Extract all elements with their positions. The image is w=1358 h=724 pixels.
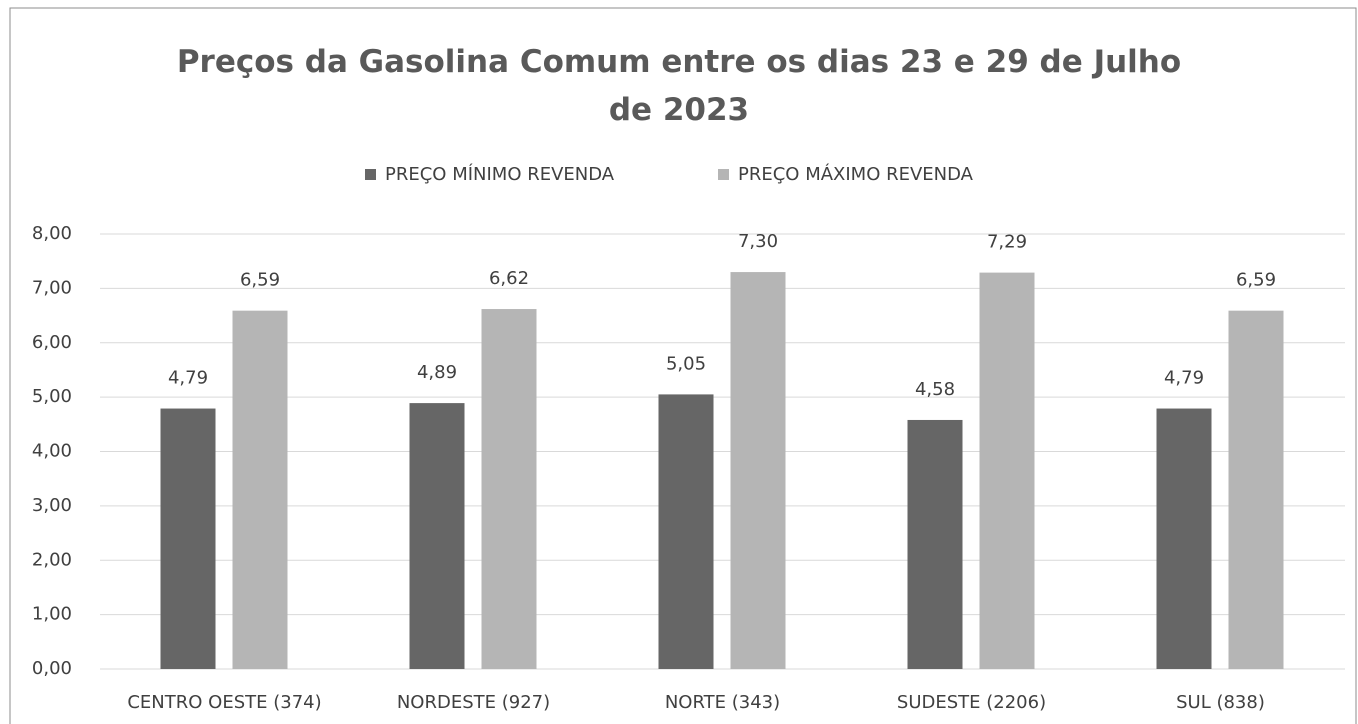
y-tick-label: 1,00: [32, 604, 72, 625]
chart-border: [9, 7, 1357, 724]
data-label: 4,89: [417, 362, 457, 383]
data-label: 7,29: [987, 232, 1027, 253]
legend-label: PREÇO MÍNIMO REVENDA: [385, 163, 615, 185]
data-label: 7,30: [738, 231, 778, 252]
y-tick-label: 8,00: [32, 223, 72, 244]
bar: [160, 408, 216, 669]
x-tick-label: SUDESTE (2206): [897, 692, 1046, 713]
bar: [730, 272, 786, 669]
y-tick-label: 6,00: [32, 332, 72, 353]
data-label: 6,59: [240, 270, 280, 291]
bar: [907, 419, 963, 669]
data-label: 6,62: [489, 268, 529, 289]
bar: [1228, 310, 1284, 669]
legend-swatch: [718, 169, 729, 180]
y-tick-label: 3,00: [32, 495, 72, 516]
y-tick-label: 2,00: [32, 549, 72, 570]
y-tick-label: 0,00: [32, 658, 72, 679]
y-tick-label: 4,00: [32, 441, 72, 462]
bar: [658, 394, 714, 669]
data-label: 6,59: [1236, 270, 1276, 291]
data-label: 4,79: [1164, 368, 1204, 389]
bar: [1156, 408, 1212, 669]
bar: [232, 310, 288, 669]
data-label: 4,79: [168, 368, 208, 389]
legend-label: PREÇO MÁXIMO REVENDA: [738, 163, 974, 185]
bar: [979, 272, 1035, 669]
x-tick-label: SUL (838): [1176, 692, 1265, 713]
y-tick-label: 5,00: [32, 386, 72, 407]
bar: [409, 403, 465, 669]
legend-swatch: [365, 169, 376, 180]
x-tick-label: NORTE (343): [665, 692, 780, 713]
data-label: 5,05: [666, 353, 706, 374]
chart-title: Preços da Gasolina Comum entre os dias 2…: [176, 44, 1182, 128]
bar: [481, 309, 537, 669]
x-tick-label: NORDESTE (927): [397, 692, 550, 713]
x-tick-label: CENTRO OESTE (374): [127, 692, 321, 713]
y-tick-label: 7,00: [32, 277, 72, 298]
data-label: 4,58: [915, 379, 955, 400]
